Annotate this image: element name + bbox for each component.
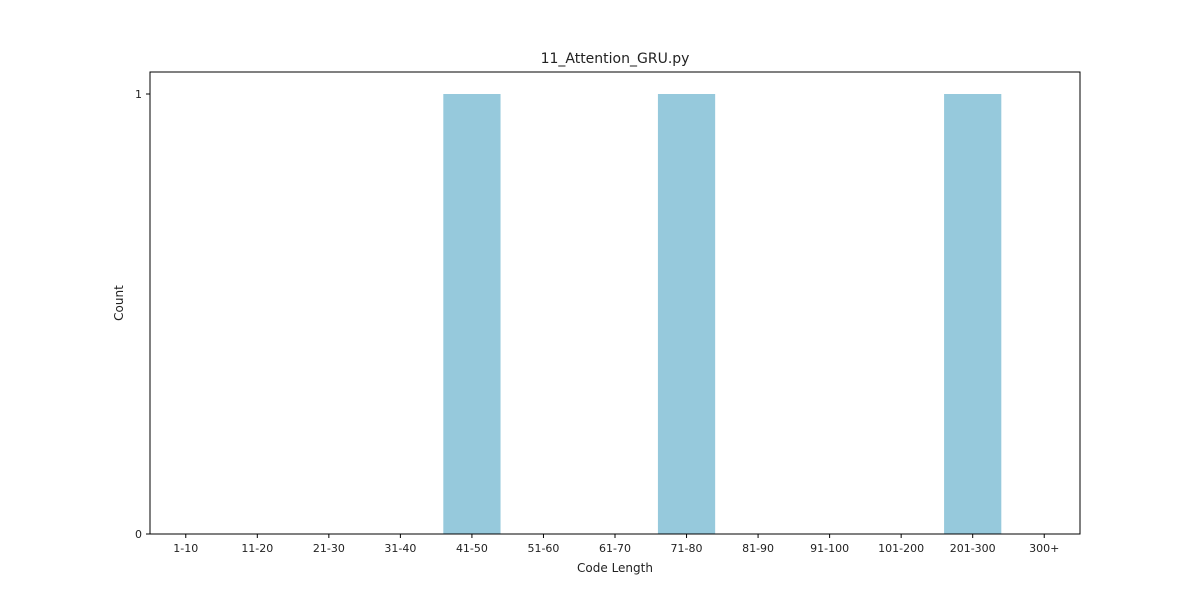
x-tick-label: 101-200 <box>878 542 924 555</box>
bar-41-50 <box>443 94 501 534</box>
y-axis-label: Count <box>112 285 126 321</box>
x-tick-label: 300+ <box>1029 542 1059 555</box>
x-tick-label: 201-300 <box>950 542 996 555</box>
x-axis-label: Code Length <box>577 561 653 575</box>
bar-71-80 <box>657 94 716 534</box>
x-tick-label: 51-60 <box>527 542 559 555</box>
y-tick-label: 0 <box>135 528 142 541</box>
plot-frame <box>149 71 1081 535</box>
x-tick-label: 31-40 <box>384 542 416 555</box>
bars-layer <box>443 94 1002 534</box>
x-tick-label: 11-20 <box>241 542 273 555</box>
chart-title: 11_Attention_GRU.py <box>541 51 690 67</box>
x-tick-label: 61-70 <box>599 542 631 555</box>
x-tick-label: 41-50 <box>456 542 488 555</box>
y-tick-label: 1 <box>135 88 142 101</box>
y-axis-ticks: 01 <box>135 88 150 541</box>
bar-201-300 <box>944 94 1002 534</box>
x-tick-label: 81-90 <box>742 542 774 555</box>
x-axis-ticks: 1-10 11-20 21-30 31-40 41-50 51-60 61-70 71-80 8… <box>173 534 1059 555</box>
x-tick-label: 91-100 <box>810 542 849 555</box>
x-tick-label: 1-10 <box>173 542 198 555</box>
x-tick-label: 21-30 <box>313 542 345 555</box>
x-tick-label: 71-80 <box>671 542 703 555</box>
